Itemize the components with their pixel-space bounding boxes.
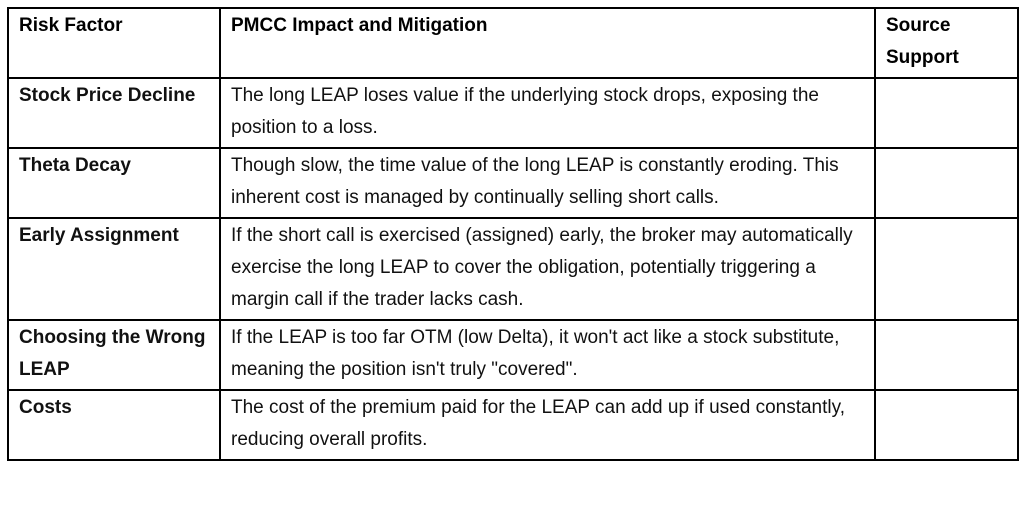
table-row: Early Assignment If the short call is ex… <box>7 217 1019 321</box>
table-row: Stock Price Decline The long LEAP loses … <box>7 77 1019 149</box>
table-row: Theta Decay Though slow, the time value … <box>7 147 1019 219</box>
impact-cell: The long LEAP loses value if the underly… <box>219 77 876 149</box>
source-support-cell <box>874 77 1019 149</box>
header-source-support: Source Support <box>874 7 1019 79</box>
table-row: Choosing the Wrong LEAP If the LEAP is t… <box>7 319 1019 391</box>
impact-cell: Though slow, the time value of the long … <box>219 147 876 219</box>
header-risk-factor: Risk Factor <box>7 7 221 79</box>
impact-cell: If the LEAP is too far OTM (low Delta), … <box>219 319 876 391</box>
source-support-cell <box>874 389 1019 461</box>
risk-factor-cell: Costs <box>7 389 221 461</box>
risk-factor-table: Risk Factor PMCC Impact and Mitigation S… <box>7 7 1019 461</box>
source-support-cell <box>874 147 1019 219</box>
impact-cell: The cost of the premium paid for the LEA… <box>219 389 876 461</box>
source-support-cell <box>874 217 1019 321</box>
risk-factor-cell: Choosing the Wrong LEAP <box>7 319 221 391</box>
table-header-row: Risk Factor PMCC Impact and Mitigation S… <box>7 7 1019 79</box>
risk-factor-cell: Early Assignment <box>7 217 221 321</box>
risk-factor-cell: Stock Price Decline <box>7 77 221 149</box>
impact-cell: If the short call is exercised (assigned… <box>219 217 876 321</box>
header-pmcc-impact: PMCC Impact and Mitigation <box>219 7 876 79</box>
source-support-cell <box>874 319 1019 391</box>
table-row: Costs The cost of the premium paid for t… <box>7 389 1019 461</box>
risk-factor-cell: Theta Decay <box>7 147 221 219</box>
